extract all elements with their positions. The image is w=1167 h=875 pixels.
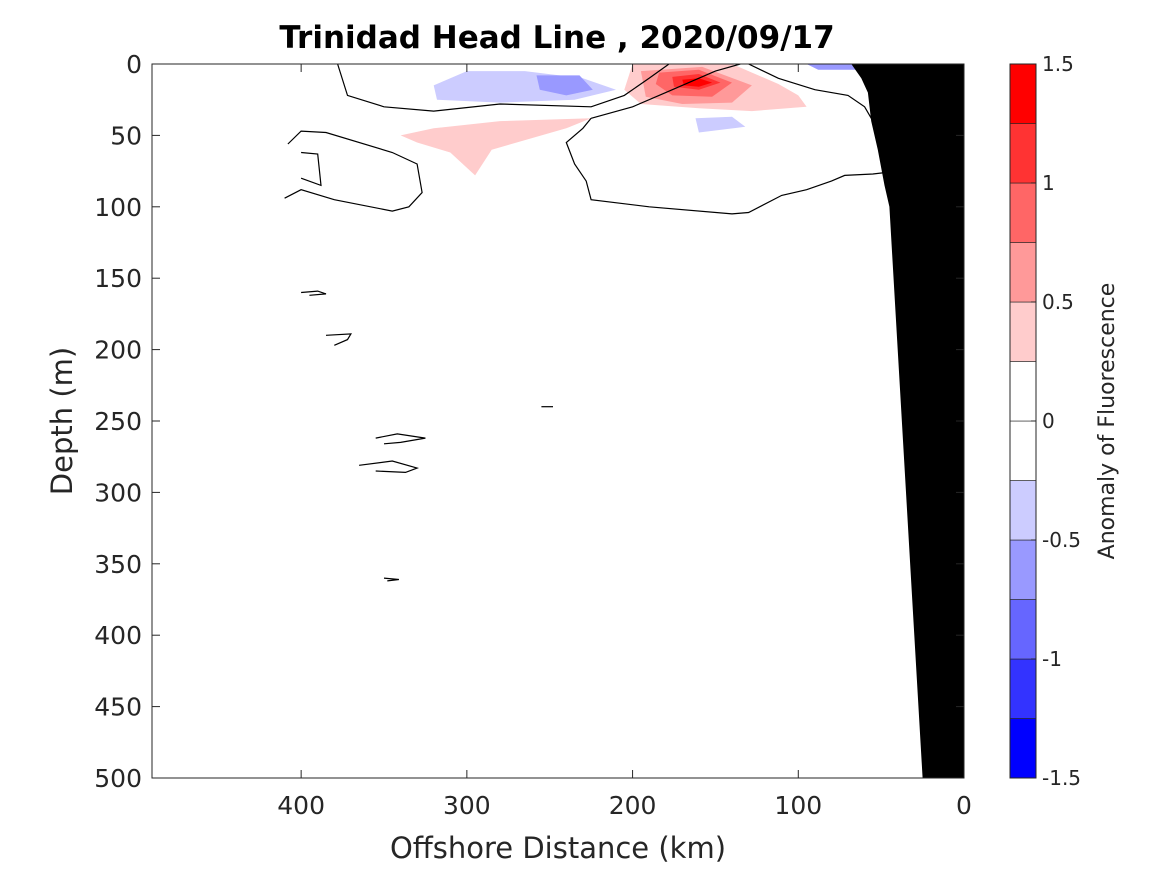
colorbar-segment: [1009, 182, 1037, 243]
colorbar-segment: [1009, 123, 1037, 184]
y-tick-label: 0: [126, 50, 142, 79]
x-tick-label: 400: [277, 791, 325, 820]
y-axis-ticks: 0 50 100 150 200 250 300 350 400 450 500: [94, 50, 964, 793]
x-tick-label: 0: [956, 791, 972, 820]
colorbar-tick-label: 0: [1042, 409, 1055, 433]
colorbar-tick-label: 1: [1042, 171, 1055, 195]
contour-line: [590, 64, 741, 119]
colorbar-segment: [1009, 63, 1037, 124]
colorbar-label: Anomaly of Fluorescence: [1095, 283, 1120, 560]
contour-line: [325, 333, 352, 346]
colorbar-tick-label: -1: [1042, 647, 1062, 671]
colorbar-segment: [1009, 301, 1037, 362]
colorbar-segment: [1009, 420, 1037, 481]
x-axis-ticks: 400 300 200 100 0: [277, 64, 972, 820]
contour-line: [301, 290, 327, 296]
colorbar-segment: [1009, 361, 1037, 422]
bathymetry: [851, 64, 964, 778]
colorbar-tick-label: 1.5: [1042, 52, 1074, 76]
colorbar-segment: [1009, 599, 1037, 660]
y-tick-label: 300: [94, 478, 142, 507]
y-tick-label: 500: [94, 764, 142, 793]
contour-fills: [375, 64, 906, 176]
colorbar-tick-label: -0.5: [1042, 528, 1081, 552]
contour-line: [359, 460, 420, 474]
plot-area: [152, 64, 964, 778]
anomaly-region: [536, 75, 593, 96]
colorbar-segment: [1009, 718, 1037, 779]
contour-line: [383, 577, 399, 582]
colorbar: 1.5 1 0.5 0 -0.5 -1 -1.5: [1009, 52, 1081, 790]
colorbar-segment: [1009, 539, 1037, 600]
contour-line: [284, 130, 423, 212]
x-axis-label: Offshore Distance (km): [390, 831, 726, 865]
bathymetry-group: [851, 64, 964, 778]
anomaly-region: [848, 89, 868, 119]
y-tick-label: 450: [94, 693, 142, 722]
colorbar-segment: [1009, 242, 1037, 303]
anomaly-region: [400, 118, 592, 176]
y-axis-label: Depth (m): [45, 347, 79, 495]
contour-line: [300, 151, 322, 187]
y-tick-label: 100: [94, 193, 142, 222]
anomaly-region: [682, 78, 713, 87]
colorbar-tick-label: 0.5: [1042, 290, 1074, 314]
y-tick-label: 400: [94, 621, 142, 650]
anomaly-region: [695, 116, 746, 133]
y-tick-label: 200: [94, 336, 142, 365]
colorbar-segment: [1009, 480, 1037, 541]
x-tick-label: 100: [774, 791, 822, 820]
contour-line: [337, 64, 670, 112]
colorbar-segment: [1009, 658, 1037, 719]
chart-title: Trinidad Head Line , 2020/09/17: [279, 20, 834, 56]
contour-line: [375, 433, 426, 445]
y-tick-label: 350: [94, 550, 142, 579]
y-tick-label: 250: [94, 407, 142, 436]
y-tick-label: 150: [94, 264, 142, 293]
x-tick-label: 200: [609, 791, 657, 820]
x-tick-label: 300: [443, 791, 491, 820]
y-tick-label: 50: [110, 121, 142, 150]
colorbar-tick-label: -1.5: [1042, 766, 1081, 790]
